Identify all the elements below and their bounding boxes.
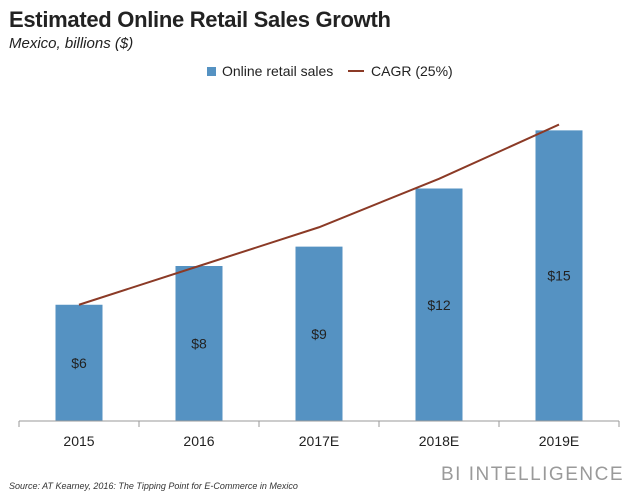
bar-value-label: $15 — [547, 268, 571, 284]
chart-title: Estimated Online Retail Sales Growth — [9, 7, 391, 32]
legend-item-bars: Online retail sales — [207, 63, 333, 79]
x-tick-label: 2015 — [63, 433, 94, 449]
bar-2017E — [295, 246, 343, 421]
source-note: Source: AT Kearney, 2016: The Tipping Po… — [9, 481, 298, 491]
legend-bar-swatch — [207, 66, 216, 76]
chart-subtitle: Mexico, billions ($) — [9, 35, 134, 52]
bar-label-group: $6 $8 $9 $12 $15 — [71, 268, 571, 371]
bar-2015 — [55, 304, 103, 421]
bar-2016 — [175, 266, 223, 421]
legend-line-swatch — [348, 70, 364, 72]
x-axis-labels: 2015 2016 2017E 2018E 2019E — [63, 433, 579, 449]
bar-2018E — [415, 188, 463, 421]
x-tick-label: 2018E — [419, 433, 459, 449]
legend-bar-label: Online retail sales — [222, 63, 334, 79]
bar-2019E — [535, 130, 583, 421]
x-tick-label: 2016 — [183, 433, 214, 449]
x-axis-ticks — [18, 421, 620, 427]
bar-value-label: $8 — [191, 336, 207, 352]
bar-value-label: $6 — [71, 355, 87, 371]
chart-legend: Online retail sales CAGR (25%) — [0, 63, 640, 85]
brand-logo: BI INTELLIGENCE — [441, 464, 624, 485]
x-tick-label: 2019E — [539, 433, 579, 449]
bar-value-label: $12 — [427, 297, 451, 313]
bar-group — [55, 130, 583, 421]
legend-line-label: CAGR (25%) — [371, 63, 453, 79]
x-tick-label: 2017E — [299, 433, 339, 449]
legend-item-line: CAGR (25%) — [348, 63, 453, 79]
bar-value-label: $9 — [311, 326, 327, 342]
cagr-line — [78, 123, 560, 306]
